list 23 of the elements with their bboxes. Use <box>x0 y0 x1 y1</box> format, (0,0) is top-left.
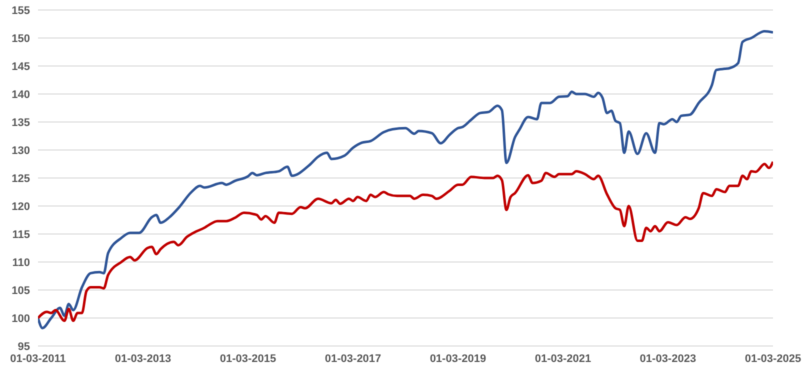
x-tick-label: 01-03-2013 <box>114 352 172 365</box>
x-tick-label: 01-03-2021 <box>534 352 592 365</box>
y-tick-label: 115 <box>12 228 30 241</box>
x-tick-label: 01-03-2023 <box>640 352 696 365</box>
y-tick-label: 150 <box>12 32 30 45</box>
y-tick-label: 155 <box>12 4 30 17</box>
line-series <box>38 30 773 330</box>
y-tick-label: 120 <box>12 200 30 213</box>
y-tick-label: 110 <box>12 256 30 269</box>
y-tick-label: 130 <box>12 144 30 157</box>
x-tick-label: 01-03-2017 <box>324 352 382 365</box>
y-tick-label: 95 <box>18 340 30 353</box>
x-tick-label: 01-03-2011 <box>10 352 66 365</box>
x-tick-label: 01-03-2019 <box>430 352 486 365</box>
y-tick-label: 140 <box>12 88 30 101</box>
y-tick-label: 100 <box>12 312 30 325</box>
y-tick-label: 135 <box>12 116 30 129</box>
x-tick-label: 01-03-2015 <box>220 352 276 365</box>
y-tick-label: 145 <box>12 60 30 73</box>
y-tick-label: 105 <box>12 284 30 297</box>
x-tick-label: 01-03-2025 <box>744 352 802 365</box>
line-series <box>38 160 773 322</box>
y-tick-label: 125 <box>12 172 30 185</box>
